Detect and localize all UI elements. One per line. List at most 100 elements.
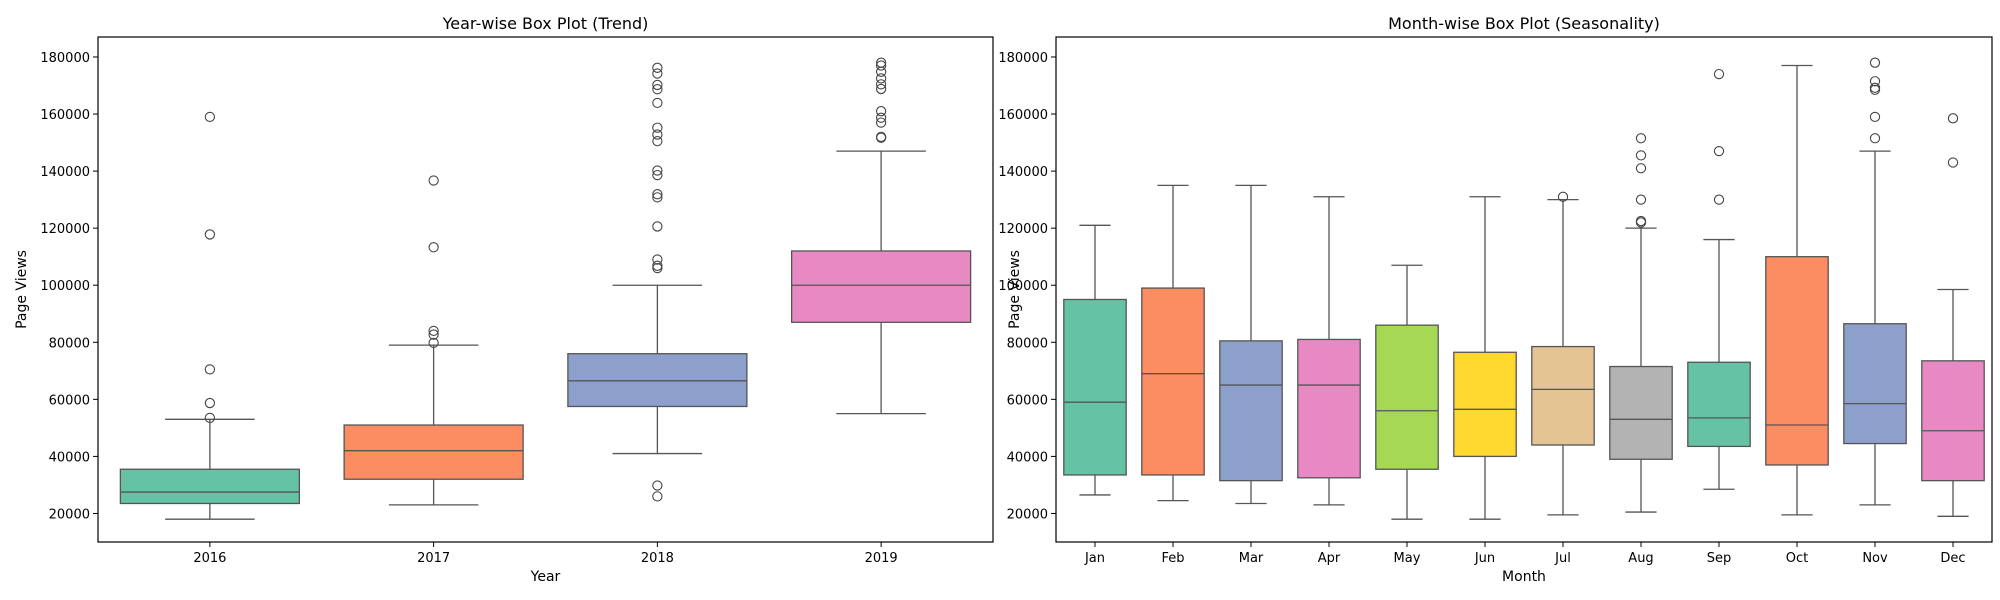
y-tick-label: 120000 [998,222,1048,237]
y-tick-label: 140000 [998,165,1048,180]
outlier-point [652,192,663,203]
outlier-point [875,83,887,95]
outlier-point [204,111,216,123]
outlier-point [428,337,439,349]
y-tick-label: 160000 [40,108,90,123]
y-tick-label: 160000 [998,108,1048,123]
chart-title: Month-wise Box Plot (Seasonality) [1388,14,1660,33]
y-tick-label: 80000 [49,336,90,351]
x-tick-label: Mar [1239,551,1264,566]
outlier-point [875,106,887,117]
box [343,424,524,480]
y-tick-label: 20000 [49,507,90,522]
outlier-point [652,491,663,502]
outlier-point [875,79,887,90]
y-axis-label: Page Views [1007,250,1023,329]
x-axis-label: Month [1502,569,1546,585]
y-tick-label: 120000 [40,222,90,237]
outlier-point [1869,84,1881,95]
outlier-point [1557,191,1569,202]
outlier-point [875,57,887,68]
outlier-point [875,131,887,143]
outlier-point [652,97,663,109]
y-tick-label: 180000 [40,51,90,66]
x-tick-label: Nov [1862,551,1888,566]
outlier-point [428,325,439,337]
x-tick-label: Aug [1628,551,1653,566]
box [1219,340,1283,482]
box [790,250,972,323]
box [119,468,301,505]
x-tick-label: Jul [1554,551,1571,566]
y-tick-label: 20000 [1007,507,1048,522]
outlier-point [204,397,216,409]
outlier-point [652,79,663,91]
x-tick-label: 2016 [193,551,226,566]
outlier-point [652,62,663,73]
outlier-point [1635,150,1647,161]
outlier-point [652,262,663,274]
outlier-point [1869,57,1881,68]
y-tick-label: 180000 [998,51,1048,66]
outlier-point [875,112,887,123]
outlier-point [1947,157,1959,168]
x-tick-label: Jan [1084,551,1105,566]
outlier-point [652,221,663,232]
outlier-point [875,117,887,128]
y-tick-label: 40000 [49,450,90,465]
x-tick-label: Oct [1786,551,1808,566]
box [1375,324,1439,470]
y-tick-label: 40000 [1007,450,1048,465]
outlier-point [204,364,216,375]
outlier-point [652,169,663,181]
plot-area-frame [97,36,994,543]
outlier-point [1869,76,1881,87]
month-wise-boxplot: Month-wise Box Plot (Seasonality) Month … [998,14,1993,585]
outlier-point [652,135,663,147]
box [1765,256,1829,466]
y-tick-label: 80000 [1007,336,1048,351]
outlier-point [1869,111,1881,123]
plot-marks: 20000 40000 60000 80000 100000 120000 140000 16… [40,51,972,566]
outlier-point [1635,163,1647,174]
y-tick-label: 60000 [1007,393,1048,408]
outlier-point [652,122,663,133]
outlier-point [652,254,663,265]
outlier-point [1635,133,1647,144]
outlier-point [1947,113,1959,124]
outlier-point [652,480,663,491]
box [1843,323,1907,445]
box [1687,361,1751,448]
outlier-point [204,412,216,424]
outlier-point [652,129,663,140]
x-tick-label: Jun [1474,551,1495,566]
outlier-point [428,175,439,186]
box [1141,287,1205,476]
box [567,353,748,408]
x-tick-label: 2017 [417,551,450,566]
x-axis-label: Year [530,569,561,585]
chart-title: Year-wise Box Plot (Trend) [442,14,649,33]
outlier-point [1713,145,1725,157]
outlier-point [204,229,216,240]
x-tick-label: 2019 [865,551,898,566]
x-tick-label: Sep [1707,551,1732,566]
outlier-point [1869,82,1881,93]
box [1921,360,1985,482]
outlier-point [1713,68,1725,80]
outlier-point [875,73,887,84]
outlier-point [1635,194,1647,205]
outlier-point [652,84,663,95]
x-tick-label: Feb [1161,551,1184,566]
outlier-point [428,329,439,340]
x-tick-label: Apr [1318,551,1341,566]
outlier-point [875,60,887,71]
outlier-point [652,165,663,176]
box [1453,351,1517,458]
x-tick-label: May [1394,551,1421,566]
outlier-point [652,68,663,79]
plot-area-frame [1055,36,1993,543]
box [1297,338,1361,479]
x-tick-label: 2018 [641,551,674,566]
